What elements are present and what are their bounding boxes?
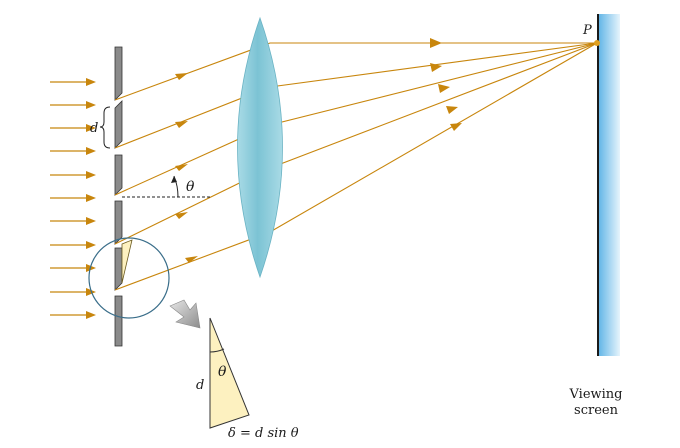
point-p-marker xyxy=(594,40,600,46)
grating-segment xyxy=(114,247,123,291)
incident-arrow xyxy=(50,101,96,109)
ray-arrowhead xyxy=(185,256,198,263)
angle-label: θ xyxy=(186,179,195,195)
path-difference-triangle xyxy=(209,317,250,429)
ray xyxy=(114,42,598,291)
incident-arrow xyxy=(50,311,96,319)
screen-label-line2: screen xyxy=(574,403,619,418)
ray-arrowhead xyxy=(175,121,188,128)
incident-arrows xyxy=(50,78,96,319)
ray xyxy=(114,42,598,149)
viewing-screen xyxy=(598,14,620,356)
incident-arrow xyxy=(50,241,96,249)
incident-arrow xyxy=(50,264,96,272)
slit-spacing-label: d xyxy=(90,121,98,136)
ray-arrowhead xyxy=(446,106,458,114)
triangle-angle-arc xyxy=(209,348,225,353)
ray-arrowhead xyxy=(438,84,450,93)
incident-arrow xyxy=(50,147,96,155)
diffraction-grating xyxy=(114,46,123,347)
grating-segment xyxy=(114,295,123,347)
grating-segment xyxy=(114,200,123,245)
incident-arrow xyxy=(50,217,96,225)
path-difference-label: δ = d sin θ xyxy=(228,426,299,441)
ray-arrowhead xyxy=(175,164,188,171)
grating-segment xyxy=(114,154,123,196)
point-p-label: P xyxy=(582,23,592,38)
ray-arrowheads xyxy=(175,38,462,263)
angle-arc-arrow xyxy=(171,176,177,183)
triangle-side-label: d xyxy=(196,378,204,393)
ray-arrowhead xyxy=(450,123,462,131)
ray-arrowhead xyxy=(175,212,188,219)
triangle-angle-label: θ xyxy=(218,364,227,380)
converging-lens xyxy=(237,16,283,279)
incident-arrow xyxy=(50,288,96,296)
incident-arrow xyxy=(50,78,96,86)
ray xyxy=(114,42,597,101)
incident-arrow xyxy=(50,124,96,132)
magnifier-circle xyxy=(88,237,170,319)
zoom-arrow-icon xyxy=(169,299,201,329)
grating-segment xyxy=(114,100,123,149)
grating-segment xyxy=(114,46,123,101)
incident-arrow xyxy=(50,194,96,202)
screen-label-line1: Viewing xyxy=(569,387,623,402)
diffracted-rays xyxy=(114,42,598,291)
ray-arrowhead xyxy=(430,63,442,72)
ray-arrowhead xyxy=(175,73,188,80)
small-path-triangle xyxy=(121,239,133,284)
ray-arrowhead xyxy=(430,38,442,48)
slit-spacing-brace xyxy=(99,106,111,149)
incident-arrow xyxy=(50,171,96,179)
